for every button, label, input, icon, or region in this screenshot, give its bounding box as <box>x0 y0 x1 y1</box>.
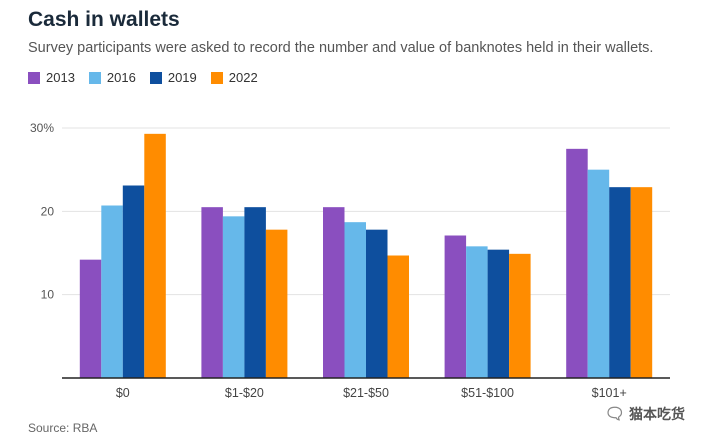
bar-2019-1 <box>244 207 266 378</box>
legend-swatch-2016 <box>88 71 101 84</box>
bar-2019-0 <box>122 185 145 378</box>
legend-label-2016: 2016 <box>106 70 136 85</box>
x-tick-label: $51-$100 <box>461 386 514 400</box>
bar-2019-2 <box>366 229 388 378</box>
bar-2022-0 <box>144 133 166 378</box>
legend-label-2019: 2019 <box>167 70 197 85</box>
bar-2016-4 <box>587 169 610 378</box>
bar-2022-3 <box>509 253 531 378</box>
y-tick-label: 10 <box>41 288 55 302</box>
bar-2013-0 <box>79 259 102 378</box>
chart-title: Cash in wallets <box>28 8 180 31</box>
legend-swatch-2013 <box>28 71 40 84</box>
bar-2022-4 <box>630 187 653 378</box>
bar-2013-2 <box>323 207 345 378</box>
y-tick-label: 30% <box>30 121 54 135</box>
bar-2019-3 <box>487 249 510 378</box>
y-tick-label: 20 <box>41 204 55 218</box>
watermark-text: 猫本吃货 <box>629 406 685 422</box>
chart-subtitle: Survey participants were asked to record… <box>28 40 654 56</box>
bar-2016-1 <box>222 216 245 378</box>
legend-item-2013[interactable]: 2013 <box>28 70 75 85</box>
legend-swatch-2019 <box>149 71 162 84</box>
legend-item-2022[interactable]: 2022 <box>210 70 258 85</box>
x-tick-label: $101+ <box>592 386 627 400</box>
x-tick-label: $0 <box>116 386 130 400</box>
legend-label-2022: 2022 <box>228 70 258 85</box>
bar-2019-4 <box>609 187 631 378</box>
chat-bubble-icon: 🗨 <box>604 406 625 423</box>
legend-item-2019[interactable]: 2019 <box>149 70 197 85</box>
bar-2016-2 <box>344 222 366 378</box>
bar-2016-0 <box>101 205 123 378</box>
bar-2013-3 <box>444 235 467 378</box>
legend-label-2013: 2013 <box>46 70 75 85</box>
bar-2016-3 <box>466 246 488 378</box>
legend-swatch-2022 <box>210 71 223 84</box>
legend-item-2016[interactable]: 2016 <box>88 70 136 85</box>
watermark: 🗨 猫本吃货 <box>605 404 685 424</box>
bar-2022-1 <box>265 229 288 378</box>
source-note: Source: RBA <box>28 421 98 435</box>
x-tick-label: $21-$50 <box>343 386 389 400</box>
bar-2022-2 <box>387 255 409 378</box>
x-tick-label: $1-$20 <box>225 386 264 400</box>
legend: 2013 2016 2019 2022 <box>28 70 258 85</box>
bar-2013-1 <box>201 207 223 378</box>
bar-2013-4 <box>566 148 588 378</box>
